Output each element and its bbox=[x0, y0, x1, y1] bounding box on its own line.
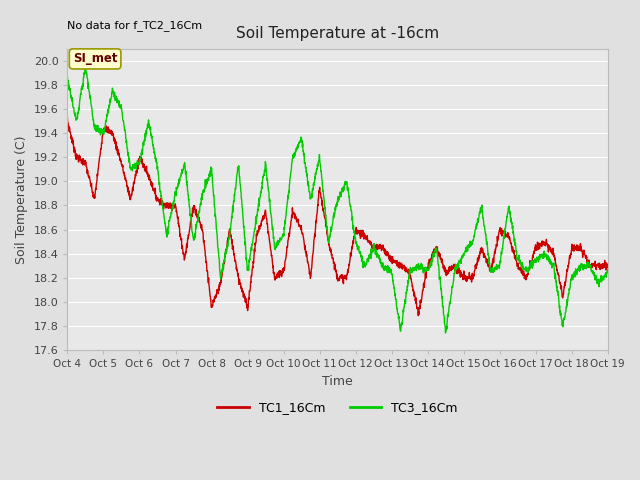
TC3_16Cm bbox=[353, 242, 361, 248]
TC3_16Cm bbox=[557, 312, 564, 318]
TC1_16Cm bbox=[353, 230, 361, 236]
TC1_16Cm bbox=[214, 291, 222, 297]
TC1_16Cm bbox=[556, 280, 564, 286]
TC3_16Cm bbox=[365, 252, 373, 258]
X-axis label: Time: Time bbox=[322, 374, 353, 388]
TC3_16Cm bbox=[82, 62, 90, 68]
TC3_16Cm bbox=[604, 267, 612, 273]
Line: TC1_16Cm: TC1_16Cm bbox=[67, 118, 608, 316]
Text: SI_met: SI_met bbox=[73, 52, 117, 65]
TC3_16Cm bbox=[63, 74, 71, 80]
TC1_16Cm bbox=[604, 265, 612, 271]
TC1_16Cm bbox=[365, 238, 372, 244]
TC3_16Cm bbox=[495, 262, 502, 268]
TC1_16Cm bbox=[495, 232, 502, 238]
Line: TC3_16Cm: TC3_16Cm bbox=[67, 65, 608, 333]
TC3_16Cm bbox=[442, 330, 449, 336]
Title: Soil Temperature at -16cm: Soil Temperature at -16cm bbox=[236, 26, 439, 41]
Legend: TC1_16Cm, TC3_16Cm: TC1_16Cm, TC3_16Cm bbox=[212, 396, 463, 419]
TC3_16Cm bbox=[214, 249, 222, 254]
TC1_16Cm bbox=[572, 244, 579, 250]
TC3_16Cm bbox=[572, 270, 579, 276]
TC1_16Cm bbox=[415, 313, 422, 319]
Y-axis label: Soil Temperature (C): Soil Temperature (C) bbox=[15, 135, 28, 264]
TC1_16Cm bbox=[63, 115, 71, 121]
Text: No data for f_TC2_16Cm: No data for f_TC2_16Cm bbox=[67, 20, 203, 31]
